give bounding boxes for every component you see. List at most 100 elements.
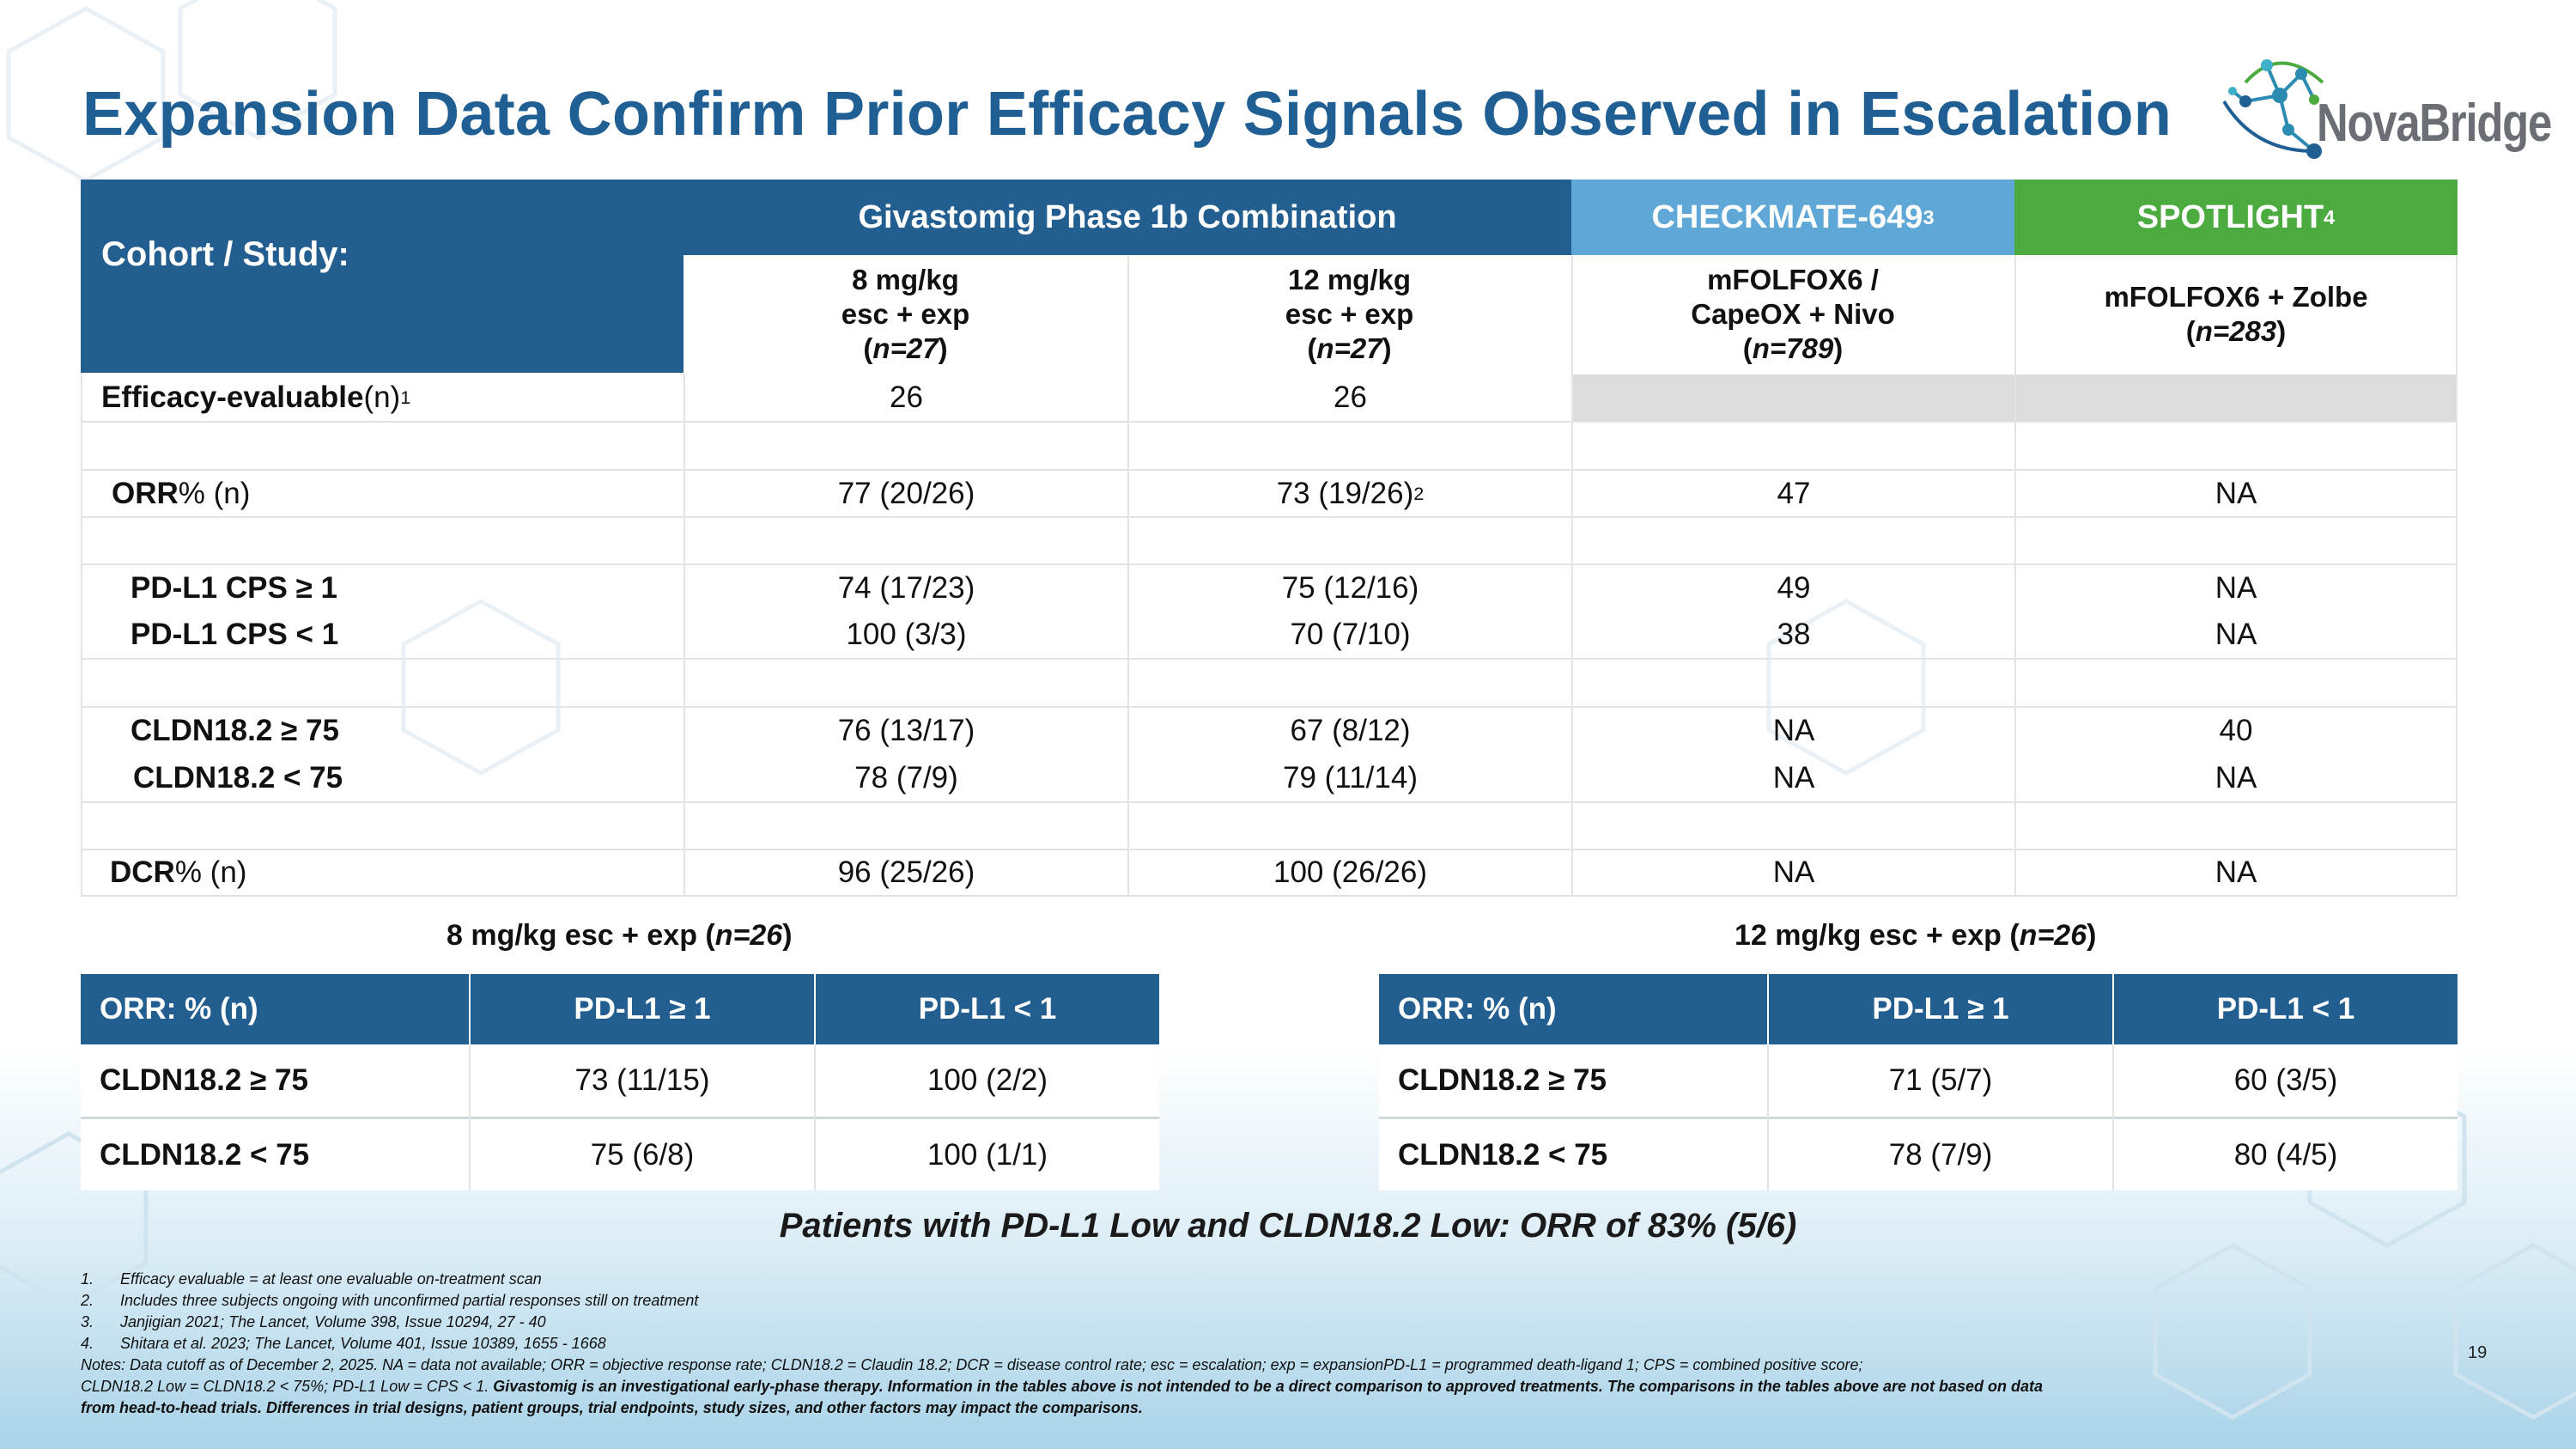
col-spotlight-n: (n=283) xyxy=(2185,314,2287,347)
cldn-ge75-spotlight: 40 xyxy=(2219,714,2253,747)
key-finding-callout: Patients with PD-L1 Low and CLDN18.2 Low… xyxy=(779,1207,1797,1245)
col-checkmate-n: (n=789) xyxy=(1742,332,1844,364)
cldn-ge75-checkmate: NA xyxy=(1772,714,1815,747)
column-header-spotlight: mFOLFOX6 + Zolbe (n=283) xyxy=(2014,255,2458,373)
sub-table-12mg-caption: 12 mg/kg esc + exp (n=26) xyxy=(1735,919,2096,953)
page-title: Expansion Data Confirm Prior Efficacy Si… xyxy=(82,80,2172,149)
grid-vline-0 xyxy=(81,373,82,897)
column-header-8mg: 8 mg/kg esc + exp (n=27) xyxy=(683,255,1127,373)
sub2-vline-a xyxy=(1767,1044,1769,1190)
col-12mg-regimen: esc + exp xyxy=(1285,297,1414,330)
footnote-1-text: Efficacy evaluable = at least one evalua… xyxy=(120,1270,542,1288)
sub1-row1-pdl1-ge1: 73 (11/15) xyxy=(471,1044,814,1117)
sub2-header-orr: ORR: % (n) xyxy=(1379,974,1767,1044)
grid-hline-e xyxy=(81,658,2458,660)
orr-checkmate: 47 xyxy=(1777,476,1811,510)
evaluable-spotlight-empty xyxy=(2016,374,2456,421)
evaluable-12mg: 26 xyxy=(1334,381,1367,414)
pdl1-ge1-12mg: 75 (12/16) xyxy=(1281,571,1419,605)
caption-12mg-n: n=26 xyxy=(2019,919,2087,952)
orr-spotlight: NA xyxy=(2215,476,2257,510)
grid-hline-b xyxy=(81,469,2458,471)
spotlight-label: SPOTLIGHT xyxy=(2136,198,2324,235)
sub1-row2-pdl1-ge1: 75 (6/8) xyxy=(471,1119,814,1190)
row-label-pdl1-ge1: PD-L1 CPS ≥ 1 xyxy=(131,571,337,605)
orr-12mg: 73 (19/26) 2 xyxy=(1276,476,1425,510)
col-8mg-n: (n=27) xyxy=(863,332,948,364)
footnote-4: 4. Shitara et al. 2023; The Lancet, Volum… xyxy=(81,1335,606,1353)
page-number: 19 xyxy=(2468,1343,2488,1362)
dcr-suffix: % (n) xyxy=(174,855,247,889)
sub2-header-pdl1-ge1: PD-L1 ≥ 1 xyxy=(1769,974,2112,1044)
pdl1-ge1-checkmate: 49 xyxy=(1777,571,1811,605)
evaluable-label: Efficacy-evaluable xyxy=(101,381,364,414)
caption-8mg-pre: 8 mg/kg esc + exp ( xyxy=(447,919,715,952)
col-8mg-dose: 8 mg/kg xyxy=(852,263,959,295)
orr-12mg-value: 73 (19/26) xyxy=(1276,476,1414,510)
pdl1-lt1-12mg: 70 (7/10) xyxy=(1290,618,1411,651)
col-8mg-n-value: n=27 xyxy=(872,332,939,364)
evaluable-checkmate-empty xyxy=(1573,374,2014,421)
column-header-checkmate: mFOLFOX6 / CapeOX + Nivo (n=789) xyxy=(1571,255,2014,373)
sub1-vline-a xyxy=(469,1044,471,1190)
checkmate-label: CHECKMATE-649 xyxy=(1651,198,1923,235)
orr-label: ORR xyxy=(112,476,179,510)
sub2-divider xyxy=(1379,1117,2458,1119)
dcr-checkmate: NA xyxy=(1772,855,1815,889)
col-12mg-n: (n=27) xyxy=(1307,332,1392,364)
col-12mg-n-value: n=27 xyxy=(1316,332,1382,364)
orr-8mg: 77 (20/26) xyxy=(837,476,975,510)
dcr-spotlight: NA xyxy=(2215,855,2257,889)
footnote-1: 1. Efficacy evaluable = at least one eval… xyxy=(81,1270,542,1288)
notes-line-2-disclaimer: Givastomig is an investigational early-p… xyxy=(493,1378,2043,1395)
sub2-row2-pdl1-ge1: 78 (7/9) xyxy=(1769,1119,2112,1190)
cohort-study-header: Cohort / Study: xyxy=(81,180,683,373)
sub1-header-pdl1-ge1: PD-L1 ≥ 1 xyxy=(471,974,814,1044)
grid-hline-h xyxy=(81,849,2458,850)
dcr-8mg: 96 (25/26) xyxy=(837,855,975,889)
footnote-3-text: Janjigian 2021; The Lancet, Volume 398, … xyxy=(120,1313,546,1330)
cldn-ge75-8mg: 76 (13/17) xyxy=(837,714,975,747)
column-header-12mg: 12 mg/kg esc + exp (n=27) xyxy=(1127,255,1571,373)
sub1-row2-pdl1-lt1: 100 (1/1) xyxy=(816,1119,1159,1190)
orr-suffix: % (n) xyxy=(178,476,251,510)
sub1-vline-b xyxy=(814,1044,816,1190)
footnote-2-num: 2. xyxy=(81,1292,94,1309)
footnote-3: 3. Janjigian 2021; The Lancet, Volume 398… xyxy=(81,1313,546,1331)
col-spotlight-n-value: n=283 xyxy=(2195,314,2277,347)
grid-hline-i xyxy=(81,895,2458,897)
cldn-lt75-checkmate: NA xyxy=(1772,760,1815,795)
dcr-label: DCR xyxy=(110,855,175,889)
sub1-header-pdl1-lt1: PD-L1 < 1 xyxy=(816,974,1159,1044)
caption-8mg-n: n=26 xyxy=(714,919,783,952)
col-checkmate-regimen2: CapeOX + Nivo xyxy=(1691,297,1895,330)
sub2-row1-pdl1-ge1: 71 (5/7) xyxy=(1769,1044,2112,1117)
sub1-row2-label: CLDN18.2 < 75 xyxy=(81,1119,469,1190)
grid-vline-4 xyxy=(2014,255,2016,897)
sub2-header-pdl1-lt1: PD-L1 < 1 xyxy=(2114,974,2458,1044)
sub2-row2-label: CLDN18.2 < 75 xyxy=(1379,1119,1767,1190)
evaluable-8mg: 26 xyxy=(890,381,923,414)
grid-vline-1 xyxy=(683,373,685,897)
row-label-cldn-ge75: CLDN18.2 ≥ 75 xyxy=(131,714,339,747)
footnote-1-num: 1. xyxy=(81,1270,94,1288)
sub1-row1-label: CLDN18.2 ≥ 75 xyxy=(81,1044,469,1117)
notes-line-2: CLDN18.2 Low = CLDN18.2 < 75%; PD-L1 Low… xyxy=(81,1378,2043,1396)
col-8mg-regimen: esc + exp xyxy=(841,297,970,330)
caption-12mg-pre: 12 mg/kg esc + exp ( xyxy=(1735,919,2020,952)
notes-line-3-disclaimer: from head-to-head trials. Differences in… xyxy=(81,1399,1143,1416)
cldn-lt75-8mg: 78 (7/9) xyxy=(854,760,958,795)
sub2-vline-b xyxy=(2112,1044,2114,1190)
footnote-2-text: Includes three subjects ongoing with unc… xyxy=(120,1292,699,1309)
grid-vline-2 xyxy=(1127,255,1129,897)
sub2-row1-pdl1-lt1: 60 (3/5) xyxy=(2114,1044,2458,1117)
row-label-evaluable: Efficacy-evaluable (n) 1 xyxy=(101,381,411,414)
grid-hline-a xyxy=(81,421,2458,423)
caption-12mg-post: ) xyxy=(2087,919,2097,952)
spotlight-group-header: SPOTLIGHT 4 xyxy=(2014,180,2458,255)
col-spotlight-regimen: mFOLFOX6 + Zolbe xyxy=(2104,280,2368,313)
footnote-3-num: 3. xyxy=(81,1313,94,1330)
grid-hline-f xyxy=(81,706,2458,708)
sub1-divider xyxy=(81,1117,1159,1119)
evaluable-suffix: (n) xyxy=(363,381,401,414)
